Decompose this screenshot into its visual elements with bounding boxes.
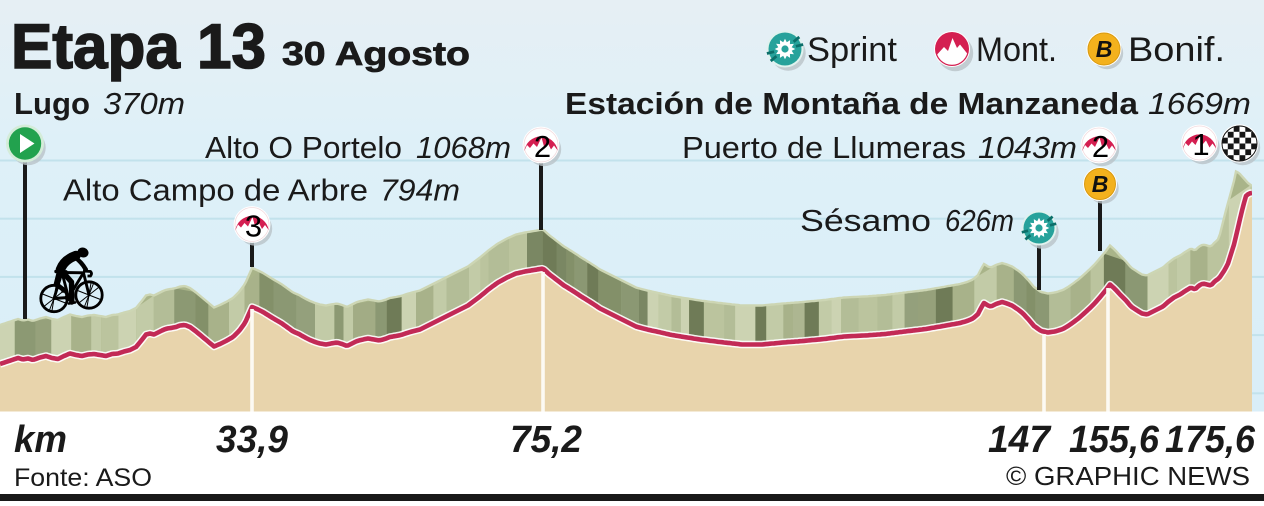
svg-text:1043m: 1043m (978, 131, 1077, 165)
svg-text:Sprint: Sprint (807, 31, 898, 69)
svg-text:794m: 794m (380, 174, 460, 208)
svg-text:Estación de Montaña de Manzane: Estación de Montaña de Manzaneda (565, 87, 1139, 121)
svg-text:Etapa 13: Etapa 13 (11, 12, 266, 82)
svg-text:3: 3 (245, 209, 262, 244)
svg-text:B: B (1092, 171, 1109, 197)
svg-text:626m: 626m (945, 204, 1014, 238)
svg-text:Puerto de Llumeras: Puerto de Llumeras (682, 131, 966, 165)
svg-text:33,9: 33,9 (216, 419, 288, 461)
svg-text:Bonif.: Bonif. (1128, 31, 1225, 69)
svg-text:1068m: 1068m (416, 131, 511, 165)
svg-text:155,6: 155,6 (1069, 419, 1160, 461)
svg-text:Alto Campo de Arbre: Alto Campo de Arbre (63, 174, 368, 208)
svg-text:2: 2 (534, 129, 551, 164)
svg-text:1: 1 (1192, 127, 1209, 162)
svg-text:© GRAPHIC NEWS: © GRAPHIC NEWS (1006, 461, 1250, 491)
svg-text:Mont.: Mont. (976, 31, 1057, 69)
svg-text:75,2: 75,2 (510, 419, 582, 461)
svg-text:Fonte: ASO: Fonte: ASO (14, 464, 152, 492)
svg-text:30 Agosto: 30 Agosto (282, 35, 470, 72)
svg-text:2: 2 (1092, 129, 1109, 164)
svg-text:Alto O Portelo: Alto O Portelo (205, 131, 402, 165)
svg-text:147: 147 (988, 419, 1052, 461)
svg-text:Sésamo: Sésamo (800, 204, 931, 238)
svg-text:1669m: 1669m (1148, 87, 1251, 121)
svg-text:175,6: 175,6 (1165, 419, 1256, 461)
svg-text:km: km (14, 419, 67, 461)
svg-text:B: B (1096, 36, 1113, 62)
svg-text:370m: 370m (103, 87, 185, 121)
svg-text:Lugo: Lugo (14, 87, 90, 121)
